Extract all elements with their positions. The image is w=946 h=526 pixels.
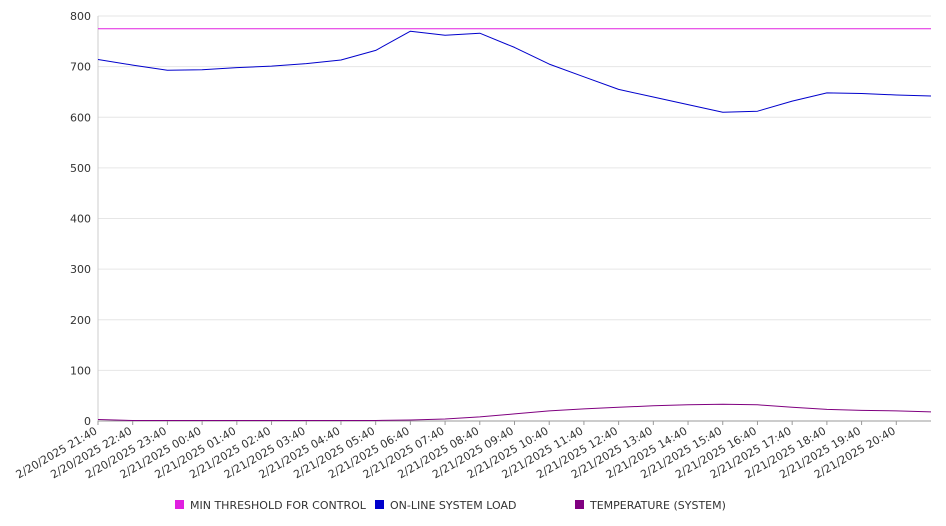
y-tick-label: 700	[70, 61, 91, 74]
x-tick-labels: 2/20/2025 21:402/20/2025 22:402/20/2025 …	[14, 424, 898, 481]
y-tick-label: 200	[70, 314, 91, 327]
axes	[97, 16, 931, 425]
legend-label: ON-LINE SYSTEM LOAD	[390, 499, 516, 512]
legend-label: TEMPERATURE (SYSTEM)	[589, 499, 726, 512]
y-tick-label: 600	[70, 111, 91, 124]
legend-swatch	[175, 500, 184, 509]
legend: MIN THRESHOLD FOR CONTROL ON-LINE SYSTEM …	[175, 499, 726, 512]
series-line-2	[97, 403, 932, 421]
legend-swatch	[575, 500, 584, 509]
legend-swatch	[375, 500, 384, 509]
y-tick-label: 500	[70, 162, 91, 175]
grid-lines	[98, 15, 931, 422]
y-tick-label: 400	[70, 213, 91, 226]
y-tick-label: 300	[70, 263, 91, 276]
y-tick-label: 100	[70, 364, 91, 377]
y-tick-label: 0	[84, 415, 91, 428]
series-lines	[97, 28, 932, 421]
legend-label: MIN THRESHOLD FOR CONTROL	[190, 499, 367, 512]
y-tick-label: 800	[70, 10, 91, 23]
series-line-1	[97, 30, 932, 113]
y-tick-labels: 0 100 200 300 400 500 600 700 800	[70, 10, 91, 428]
